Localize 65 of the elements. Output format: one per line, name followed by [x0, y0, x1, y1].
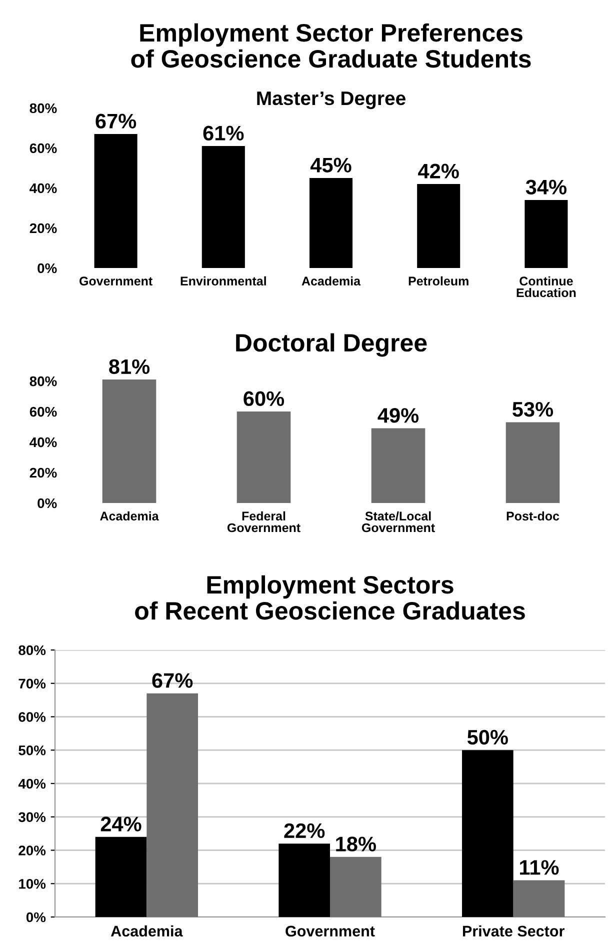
x-tick-label: Continue Education [516, 276, 576, 298]
chart-title: Doctoral Degree [236, 333, 427, 357]
y-tick-label: 20% [30, 468, 57, 478]
data-label: 60% [244, 391, 284, 406]
data-label: 81% [109, 359, 150, 374]
data-label: 45% [310, 158, 352, 172]
x-tick-label: Government [80, 276, 152, 286]
x-tick-label: Petroleum [408, 276, 468, 286]
y-tick-label: 50% [18, 745, 46, 756]
bar [513, 880, 565, 917]
y-tick-label: 60% [30, 406, 57, 417]
bar [236, 412, 291, 503]
y-tick-label: 40% [18, 778, 46, 789]
bar [146, 693, 198, 917]
chart-title: Employment Sectors of Recent Geoscience Graduates [135, 575, 525, 620]
x-tick-label: Federal Government [227, 511, 300, 532]
x-tick-label: Environmental [180, 276, 266, 286]
bar [524, 200, 568, 268]
y-tick-label: 20% [30, 223, 57, 234]
data-label: 50% [467, 730, 508, 745]
bar [309, 178, 353, 268]
y-tick-label: 80% [30, 103, 57, 114]
bar [102, 380, 156, 503]
x-tick-label: Government [286, 926, 375, 937]
bar [202, 146, 245, 268]
y-tick-label: 40% [30, 183, 57, 194]
bar [462, 750, 514, 917]
y-tick-label: 0% [26, 912, 46, 922]
bar [371, 428, 426, 503]
data-label: 24% [100, 816, 142, 832]
y-tick-label: 20% [18, 846, 46, 856]
bar [94, 134, 138, 268]
x-tick-label: State/Local Government [362, 511, 435, 532]
y-tick-label: 60% [18, 712, 46, 722]
chart-subtitle: Master’s Degree [257, 92, 406, 110]
y-tick-label: 0% [38, 263, 57, 274]
y-tick-label: 0% [38, 498, 57, 508]
data-label: 22% [284, 823, 325, 838]
bar [95, 836, 147, 917]
data-label: 67% [152, 673, 193, 688]
y-tick-label: 40% [30, 437, 57, 448]
x-tick-label: Post-doc [506, 511, 560, 521]
y-tick-label: 80% [18, 645, 46, 656]
bar [506, 422, 560, 503]
bar [417, 184, 460, 268]
y-tick-label: 60% [30, 143, 57, 154]
y-tick-label: 30% [18, 812, 46, 822]
chart-title: Employment Sector Preferences of Geoscience Graduate Students [131, 23, 531, 68]
data-label: 49% [378, 408, 419, 423]
y-tick-label: 70% [18, 678, 46, 689]
bar [278, 844, 330, 917]
x-tick-label: Private Sector [462, 925, 564, 937]
data-label: 61% [203, 126, 244, 140]
x-tick-label: Academia [110, 925, 183, 937]
data-label: 18% [336, 836, 376, 852]
x-tick-label: Academia [302, 276, 361, 286]
data-label: 67% [96, 114, 136, 128]
x-tick-label: Academia [100, 511, 159, 521]
data-label: 42% [418, 164, 459, 178]
data-label: 53% [512, 402, 554, 417]
bar [330, 856, 382, 917]
y-tick-label: 10% [19, 878, 46, 889]
y-tick-label: 80% [30, 376, 57, 386]
data-label: 11% [520, 860, 559, 875]
data-label: 34% [526, 180, 566, 195]
